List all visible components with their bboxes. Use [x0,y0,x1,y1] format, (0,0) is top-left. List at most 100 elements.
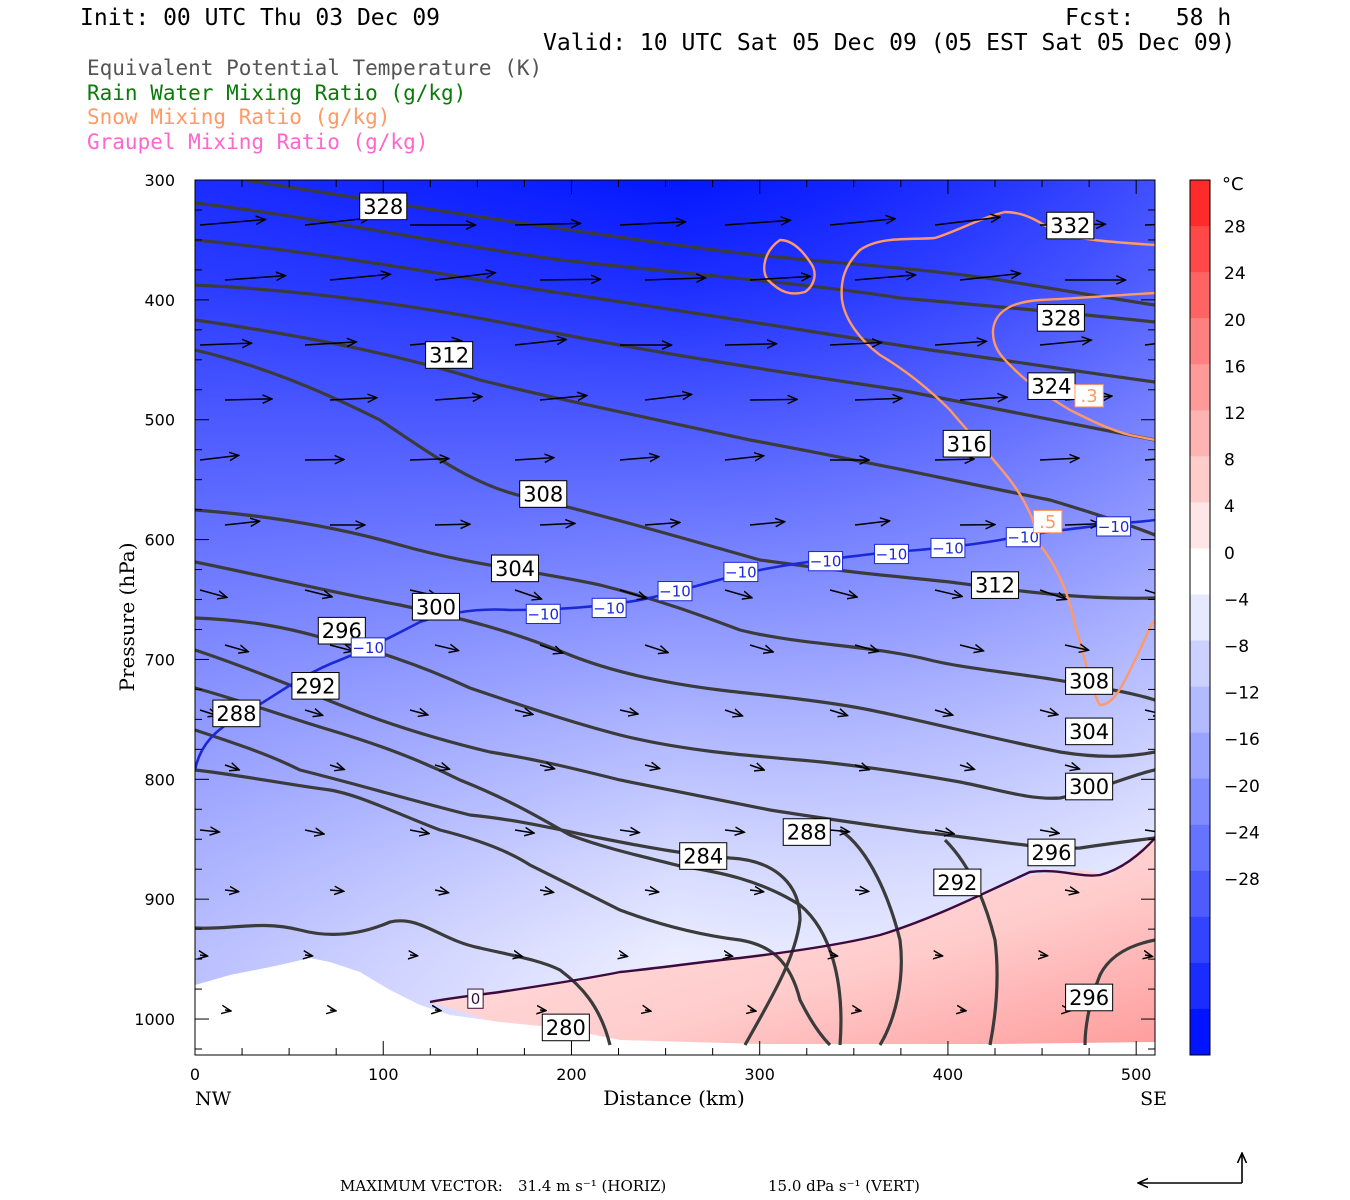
wind-vector [644,890,659,892]
wind-vector [644,522,680,525]
wind-vector [434,645,459,651]
wind-vector [434,890,449,893]
forecast-hour: Fcst: 58 h [1065,5,1232,31]
wind-vector [329,398,377,400]
wind-vector [1064,890,1079,893]
contour-label-box [467,988,484,1009]
wind-vector [854,644,878,651]
contour-label: 288 [787,821,827,845]
max-vector-horiz: 31.4 m s⁻¹ (HORIZ) [518,1177,667,1195]
contour-label: −10 [593,599,625,617]
colorbar-swatch [1190,410,1210,457]
contour-label-box [591,597,627,619]
contour-label-box [657,581,693,602]
colorbar-tick-label: −4 [1224,590,1249,610]
contour-label-box [525,603,561,625]
contour-label: −10 [352,639,384,657]
wind-vector [619,710,638,714]
wind-vector [434,765,449,769]
wind-vector [724,589,752,598]
x-tick-label: 300 [744,1065,775,1084]
wind-vector [409,830,429,834]
wind-vector [515,955,522,957]
wind-vector [539,890,554,892]
colorbar-swatch [1190,456,1210,503]
contour-label-box [942,429,991,458]
y-tick-label: 1000 [134,1010,175,1029]
contour-label-box [411,592,460,621]
x-end-left: NW [195,1088,232,1110]
wind-vector [619,222,685,225]
contour-label: 328 [363,195,403,219]
wind-vector [199,830,219,832]
wind-vector [329,274,390,281]
colorbar-swatch [1190,824,1210,872]
valid-time: Valid: 10 UTC Sat 05 Dec 09 (05 EST Sat … [543,30,1236,56]
contour-label-box [490,554,540,583]
contour-label-box [1005,527,1041,548]
wind-vector [330,1010,336,1011]
legend-entry: Equivalent Potential Temperature (K) [87,56,543,80]
colorbar: 28 24 20 16 12 8 4 0 −4 −8 −12 −16 −20 −24 −28 [1189,179,1260,1056]
contour-label-box [782,818,831,846]
contour-label: 304 [495,557,535,581]
wind-vector [224,890,239,892]
y-tick-label: 900 [144,890,175,909]
wind-vector [854,398,902,400]
terrain [195,958,1155,1055]
contour-label-box [723,561,759,583]
contour-label-box [874,543,909,565]
contour-label: 316 [947,432,987,456]
legend-entry: Graupel Mixing Ratio (g/kg) [87,129,429,154]
wind-vector [1144,343,1155,346]
wind-vector [409,459,449,460]
wind-vector [329,765,344,770]
wind-vector [934,589,962,596]
warm-region [430,835,1155,1055]
colorbar-swatch [1190,548,1210,595]
wind-vector [1040,955,1048,956]
wind-vector [749,276,811,280]
wind-vector [830,955,838,956]
isotherm-zero [429,837,1155,1004]
colorbar-swatch [1190,502,1210,549]
wind-vector [1144,458,1155,461]
contour-label-box [425,341,474,369]
wind-vector [934,341,986,345]
wind-vector [1064,765,1080,769]
x-end-right: SE [1140,1088,1167,1110]
reference-vector [1138,1153,1242,1183]
wind-vector [1064,645,1089,650]
wind-vector [329,890,344,891]
wind-vector [749,644,773,652]
wind-vector [959,397,1007,400]
colorbar-tick-label: −16 [1224,730,1260,750]
wind-vector [540,1010,546,1011]
contour-label: .5 [1039,512,1056,533]
wind-vector [1144,589,1155,595]
contour-label-box [1046,211,1095,240]
colorbar-swatch [1190,916,1210,964]
wind-vector [749,765,764,770]
wind-vector [199,455,239,460]
colorbar-tick-label: 20 [1224,311,1246,331]
contour-label: .3 [1081,386,1098,407]
wind-vector [854,765,869,770]
colorbar-tick-label: −28 [1224,870,1260,890]
wind-vector [199,220,265,226]
wind-vector [304,710,323,715]
wind-vector [514,589,541,599]
contour-label-box [350,637,386,658]
wind-vector [724,830,744,832]
contour-label: 304 [1069,720,1109,744]
wind-vector [305,955,313,956]
contour-label-box [1065,772,1114,801]
legend-entry: Snow Mixing Ratio (g/kg) [87,105,391,129]
contour-label-box [212,699,261,728]
contour-label-box [291,672,340,700]
x-tick-label: 0 [190,1065,200,1084]
temperature-labels: −10 −10 −10 −10 −10 −10 −10 −10 −10 −10 0 [350,516,1132,1009]
colorbar-tick-label: 28 [1224,218,1246,238]
wind-vector [724,220,790,225]
colorbar-tick-label: −24 [1224,823,1260,843]
